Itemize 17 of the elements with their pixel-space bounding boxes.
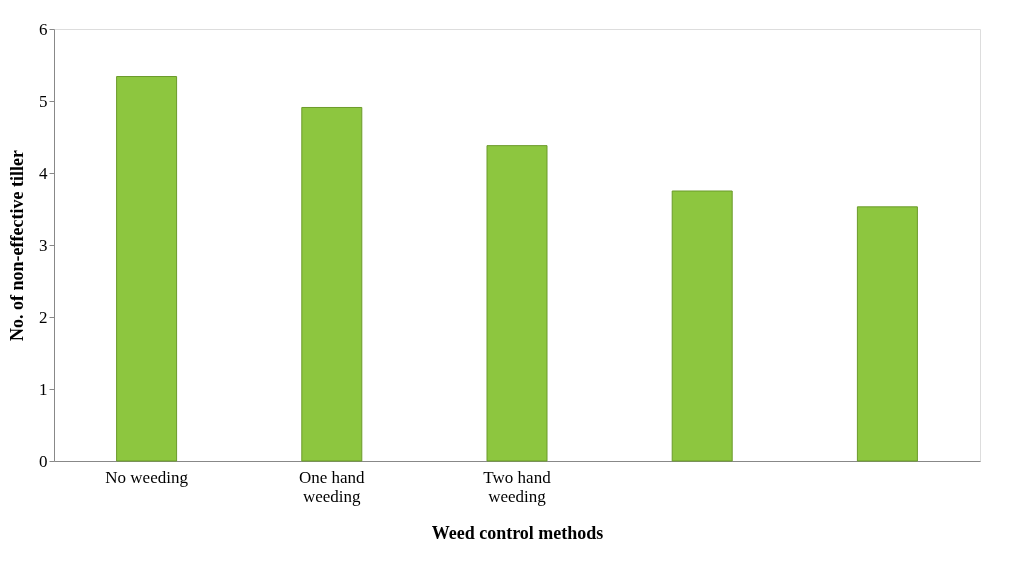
y-tick-label: 6 [39,19,48,39]
y-tick-label: 4 [39,163,48,183]
bar [116,76,178,462]
x-tick-label: No weeding [105,467,189,487]
y-tick-label: 5 [39,91,48,111]
y-tick-label: 0 [39,451,48,471]
x-tick-label: One hand weeding [298,467,366,506]
y-axis-title: No. of non-effective tiller [7,150,27,341]
bar [671,190,733,462]
y-tick-label: 3 [39,235,48,255]
bar [856,206,918,462]
y-tick-label: 2 [39,307,48,327]
bar [486,145,548,462]
bar [301,106,363,462]
y-tick-label: 1 [39,379,48,399]
x-tick-label: Two hand weeding [483,467,552,506]
x-axis-title: Weed control methods [431,522,604,543]
